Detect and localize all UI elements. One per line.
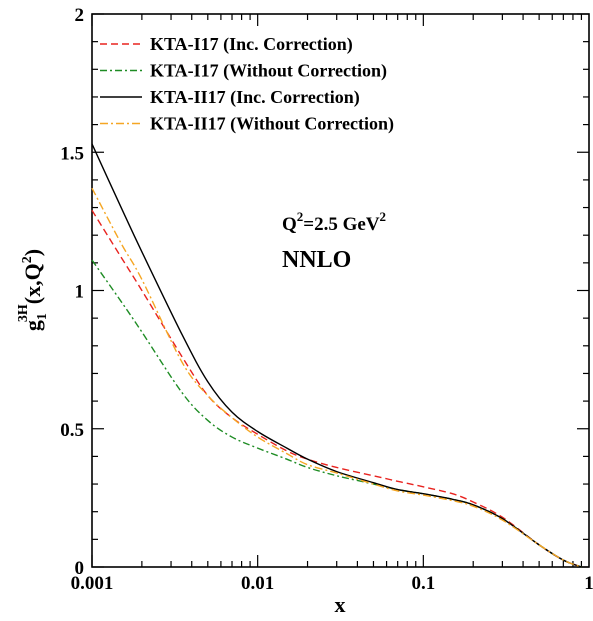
x-axis-title: x [335,592,346,617]
y-axis-title-sup: 3 [16,315,31,322]
y-axis-title-paren: (x,Q [20,263,45,304]
y-tick-label: 0.5 [60,420,84,441]
y-axis-title-sup2: H [16,304,31,315]
y-axis-title: g13H(x,Q2) [16,249,50,331]
y-tick-labels: 0 0.5 1 1.5 2 [60,5,84,579]
series-line-3 [91,143,582,568]
annotation-q: Q [282,214,297,235]
y-axis-title-paren-sup: 2 [20,256,35,263]
annotation: Q2=2.5 GeV2 NNLO [282,209,386,273]
x-tick-label: 0.1 [411,573,435,594]
y-axis-title-base: g [20,320,45,331]
y-axis-title-paren-close: ) [20,249,45,256]
y-tick-label: 1.5 [60,143,84,164]
annotation-q-sup: 2 [297,209,304,224]
legend-label-4: KTA-II17 (Without Correction) [150,114,394,135]
y-axis-title-sub: 1 [35,313,50,320]
annotation-q-rest: =2.5 GeV [303,214,380,235]
annotation-order: NNLO [282,247,351,273]
x-tick-label: 1 [584,573,593,594]
series-layer [91,143,582,568]
tick-marks [91,13,589,568]
legend: KTA-I17 (Inc. Correction) KTA-I17 (Withou… [100,34,394,135]
legend-label-3: KTA-II17 (Inc. Correction) [150,87,360,108]
y-tick-label: 0 [75,558,85,579]
y-tick-label: 1 [75,282,85,303]
x-tick-label: 0.001 [71,573,114,594]
x-tick-label: 0.01 [241,573,274,594]
legend-label-2: KTA-I17 (Without Correction) [150,61,387,82]
svg-text:g13H(x,Q2): g13H(x,Q2) [16,249,50,331]
y-tick-label: 2 [75,5,85,26]
annotation-unit-sup: 2 [380,209,387,224]
legend-label-1: KTA-I17 (Inc. Correction) [150,34,353,55]
series-line-1 [91,209,582,568]
series-line-4 [91,187,582,568]
svg-text:Q2=2.5 GeV2: Q2=2.5 GeV2 [282,209,386,235]
x-tick-labels: 0.001 0.01 0.1 1 [71,573,593,594]
series-line-2 [91,259,582,568]
